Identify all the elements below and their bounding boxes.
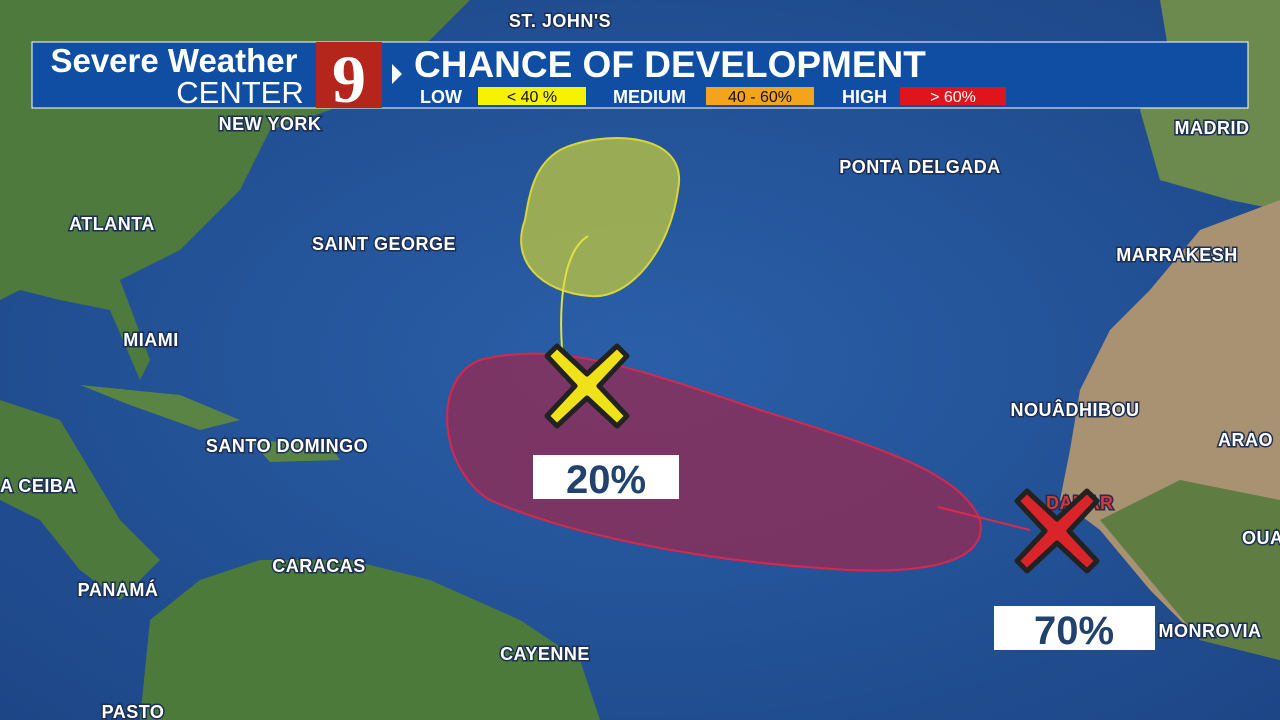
channel-box [316,42,382,108]
chance-label: 70% [1034,609,1114,653]
red-area [446,352,982,572]
city: ATLANTA [69,214,155,234]
south-america [140,560,600,720]
legend-range: > 60% [930,89,976,106]
cuba [80,385,240,430]
chance-box [994,606,1155,650]
legend-range: 40 - 60% [728,89,792,106]
legend-range: < 40 % [507,89,557,106]
city: MONROVIA [1159,621,1262,641]
city: OUA [1242,528,1280,548]
city: ST. JOHN'S [509,11,611,31]
city: MIAMI [123,330,179,350]
arrow [392,64,402,84]
brand-bottom: CENTER [176,75,303,110]
chance-label: 20% [566,458,646,502]
chance-box [533,455,679,499]
legend-swatch [478,87,586,105]
city-labels: ST. JOHN'S NEW YORK MADRID PONTA DELGADA… [0,10,1280,720]
red-x [1014,488,1100,574]
city: CAYENNE [500,644,590,664]
city: PANAMÁ [78,579,159,600]
central-america [0,400,160,600]
legend-swatch [900,87,1006,105]
city: SANTO DOMINGO [206,436,368,456]
city: PASTO [102,702,165,720]
city: ARAO [1218,430,1273,450]
yellow-x [544,343,630,429]
track [937,506,1031,531]
city: A CEIBA [0,476,77,496]
city: NEW YORK [219,114,322,134]
city: PONTA DELGADA [839,157,1001,177]
legend-name: MEDIUM [613,87,686,107]
banner [31,41,1249,109]
brand-top: Severe Weather [50,42,297,79]
west-africa [1100,480,1280,660]
channel: 9 [332,41,366,117]
hispaniola [250,440,340,462]
city: MARRAKESH [1116,245,1238,265]
title: CHANCE OF DEVELOPMENT [414,44,926,85]
legend-name: LOW [420,87,462,107]
city: SAINT GEORGE [312,234,456,254]
legend-swatch [706,87,814,105]
legend-name: HIGH [842,87,887,107]
yellow-area [520,137,681,298]
city: MADRID [1175,118,1250,138]
city: NOUÂDHIBOU [1011,399,1140,420]
city: CARACAS [272,556,366,576]
